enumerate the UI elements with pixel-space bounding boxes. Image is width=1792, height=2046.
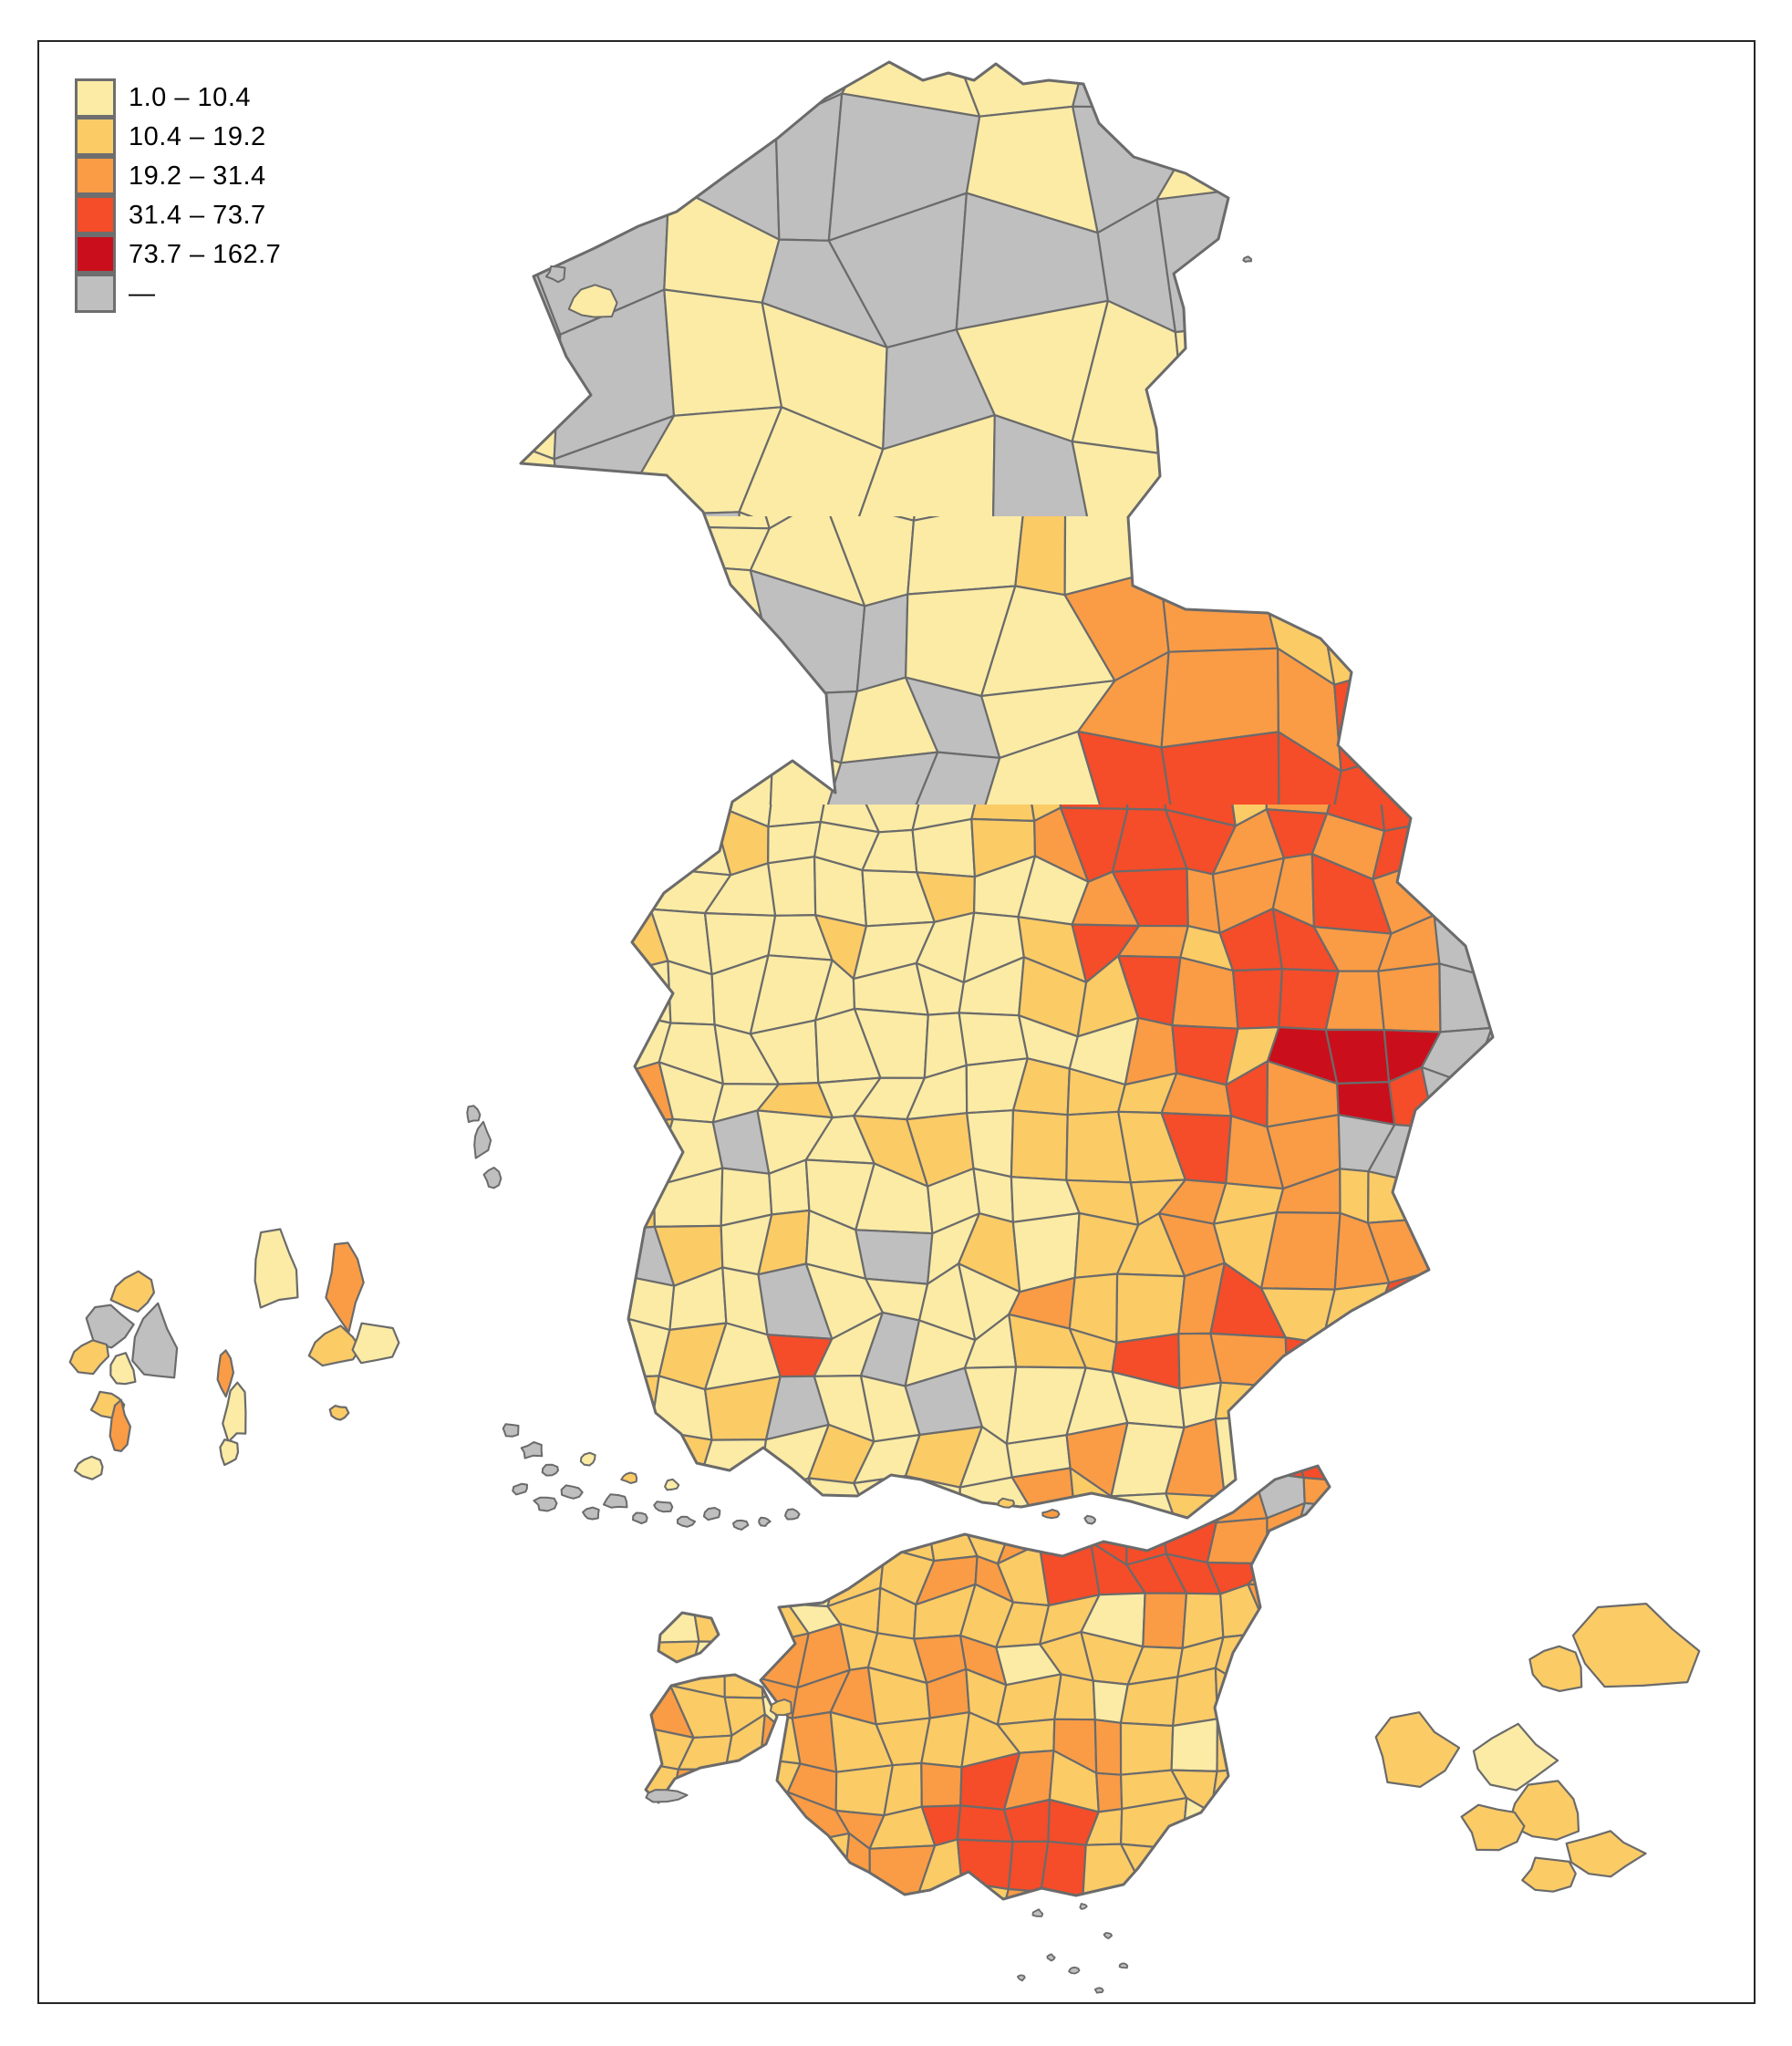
legend-item-class1: 1.0 – 10.4	[75, 78, 281, 118]
legend-label-class3: 19.2 – 31.4	[129, 161, 266, 191]
southeast-cluster	[1374, 1602, 1701, 1893]
legend: 1.0 – 10.4 10.4 – 19.2 19.2 – 31.4 31.4 …	[75, 78, 281, 314]
aland-islands	[68, 1228, 400, 1480]
legend-swatch-class2	[75, 116, 116, 156]
legend-item-class3: 19.2 – 31.4	[75, 155, 281, 196]
legend-label-missing: —	[129, 279, 156, 308]
plot-border	[37, 40, 1756, 2004]
legend-item-class5: 73.7 – 162.7	[75, 234, 282, 275]
archipelago-islets	[466, 255, 1252, 1803]
legend-label-class4: 31.4 – 73.7	[129, 201, 266, 230]
legend-swatch-class1	[75, 78, 116, 118]
legend-label-class1: 1.0 – 10.4	[129, 83, 251, 112]
legend-item-class2: 10.4 – 19.2	[75, 116, 281, 157]
legend-swatch-missing	[75, 273, 116, 313]
legend-item-class4: 31.4 – 73.7	[75, 194, 281, 235]
legend-swatch-class4	[75, 194, 116, 234]
legend-label-class5: 73.7 – 162.7	[129, 240, 282, 269]
legend-swatch-class3	[75, 155, 116, 195]
legend-label-class2: 10.4 – 19.2	[129, 122, 266, 151]
legend-swatch-class5	[75, 234, 116, 274]
small-islet-specks	[1017, 1903, 1129, 1994]
legend-item-missing: —	[75, 273, 281, 314]
